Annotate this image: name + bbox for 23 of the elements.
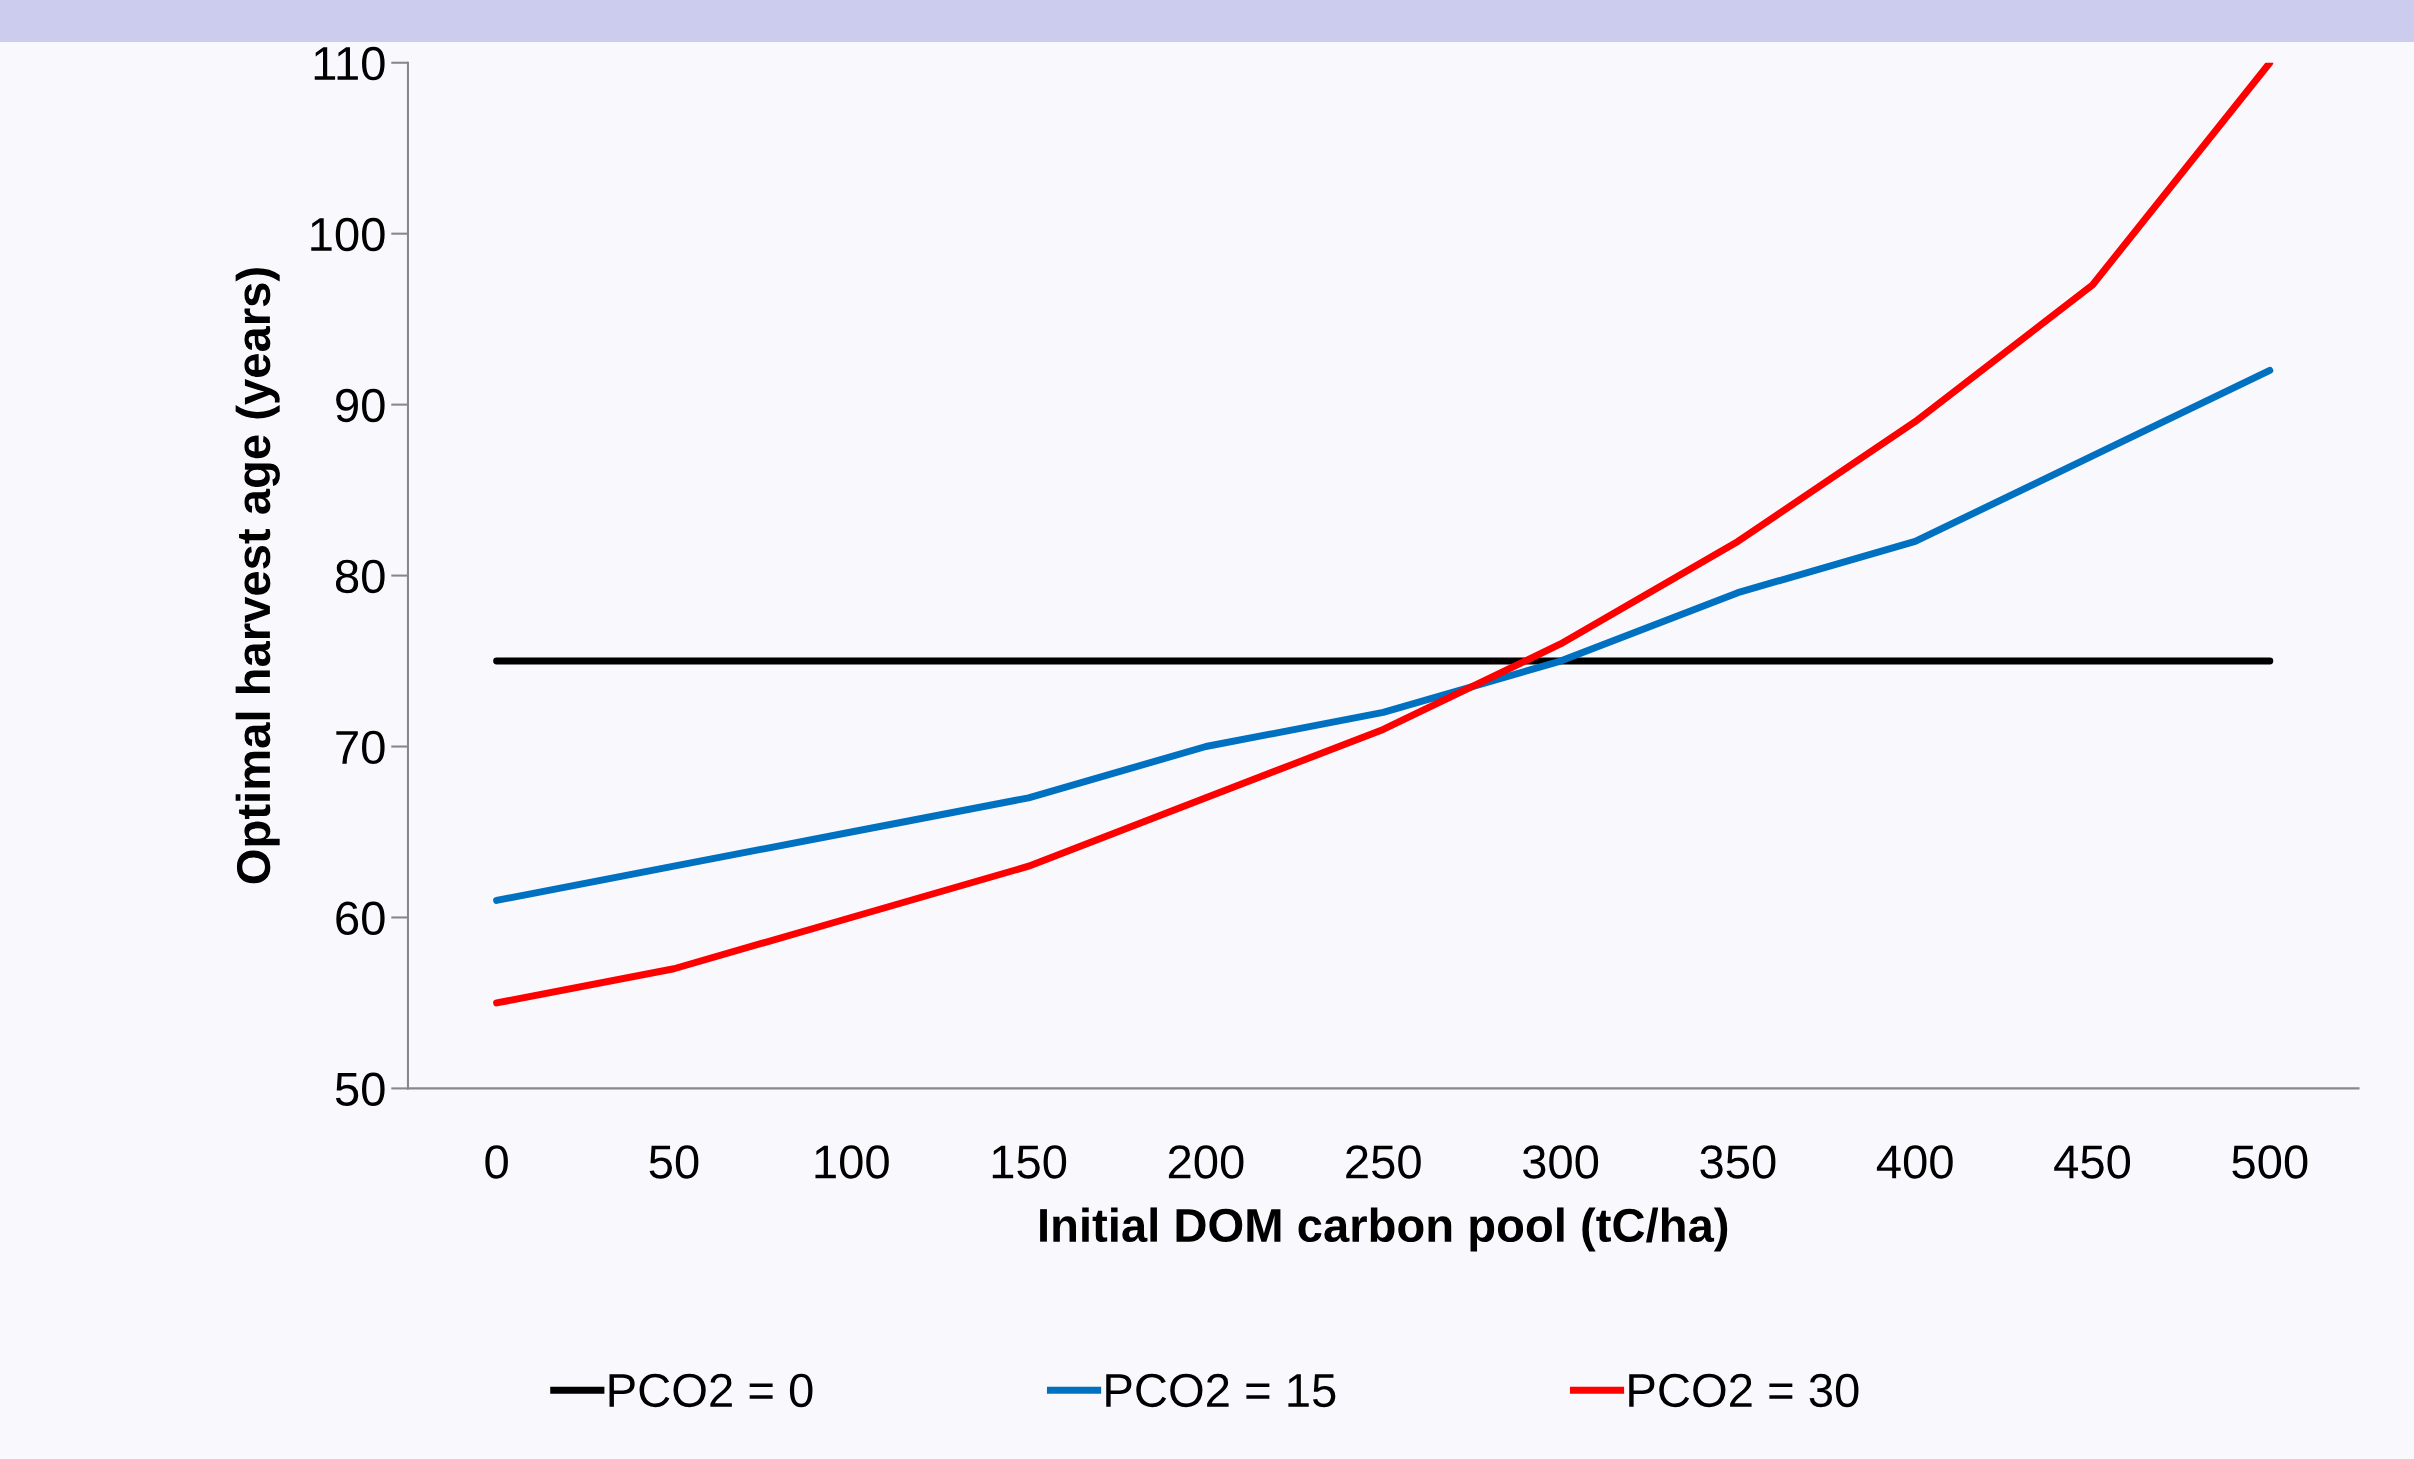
x-tick-label: 450 <box>2054 1145 2131 1179</box>
x-axis-title: Initial DOM carbon pool (tC/ha) <box>1040 1207 1728 1252</box>
legend-label: PCO2 = 0 <box>609 1373 813 1408</box>
x-tick-label: 300 <box>1522 1145 1599 1179</box>
x-tick-label: 50 <box>649 1145 699 1179</box>
y-tick-label: 110 <box>314 46 385 81</box>
y-axis-title: Optimal harvest age (years) <box>235 268 280 884</box>
y-tick-label: 90 <box>336 388 385 423</box>
legend-label: PCO2 = 15 <box>1106 1373 1336 1408</box>
x-tick-label: 250 <box>1346 1145 1421 1179</box>
x-tick-label: 100 <box>815 1145 889 1179</box>
x-tick-label: 150 <box>992 1145 1067 1179</box>
y-tick-label: 60 <box>336 901 385 936</box>
y-tick-label: 50 <box>335 1072 385 1106</box>
y-tick-label: 70 <box>336 730 385 765</box>
y-tick-label: 80 <box>335 559 385 594</box>
x-tick-label: 400 <box>1876 1145 1953 1179</box>
x-tick-label: 200 <box>1168 1145 1244 1179</box>
y-tick-label: 100 <box>311 217 385 252</box>
x-tick-label: 350 <box>1700 1145 1776 1179</box>
legend-label: PCO2 = 30 <box>1629 1373 1859 1408</box>
x-tick-label: 0 <box>485 1145 508 1179</box>
x-tick-label: 500 <box>2232 1145 2308 1179</box>
